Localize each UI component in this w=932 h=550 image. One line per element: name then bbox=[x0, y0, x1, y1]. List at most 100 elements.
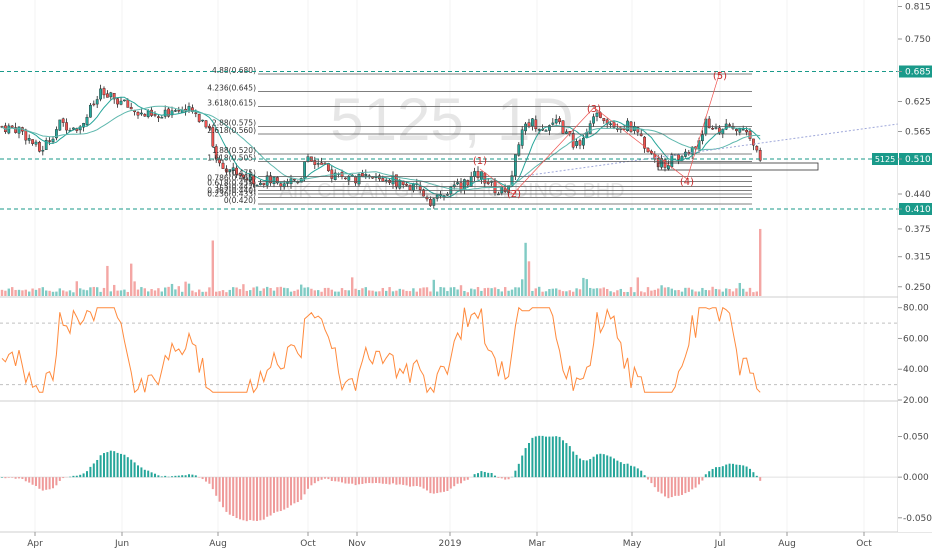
candle-body bbox=[167, 108, 170, 117]
candle-body bbox=[92, 103, 96, 106]
macd-histogram-bar bbox=[575, 454, 578, 478]
macd-histogram-bar bbox=[568, 446, 571, 478]
macd-histogram-bar bbox=[4, 477, 7, 479]
fib-level-label: 1(0.475) bbox=[224, 169, 256, 178]
volume-bar bbox=[75, 281, 78, 296]
candle-body bbox=[551, 122, 555, 125]
macd-histogram-bar bbox=[239, 477, 241, 520]
price-axis-bg bbox=[898, 0, 932, 532]
price-axis[interactable]: 0.815 0.750 0.685 0.625 0.565 0.510 0.440 0.410… bbox=[872, 0, 932, 532]
macd-histogram-bar bbox=[262, 477, 265, 520]
time-tick-label: 2019 bbox=[439, 539, 462, 549]
macd-histogram-bar bbox=[742, 465, 745, 478]
macd-histogram-bar bbox=[82, 473, 85, 478]
volume-bar bbox=[58, 288, 61, 296]
candle-body bbox=[639, 133, 643, 136]
macd-histogram-bar bbox=[375, 477, 377, 483]
macd-histogram-bar bbox=[177, 475, 180, 478]
volume-bar bbox=[51, 291, 55, 296]
macd-histogram-bar bbox=[184, 475, 187, 478]
macd-histogram-bar bbox=[446, 477, 449, 491]
volume-bar bbox=[629, 287, 633, 296]
macd-histogram-bar bbox=[504, 477, 507, 480]
volume-bar bbox=[619, 288, 622, 296]
volume-bar bbox=[558, 289, 561, 296]
time-tick-label: Aug bbox=[209, 539, 227, 549]
volume-bar bbox=[313, 290, 316, 296]
volume-bar bbox=[456, 289, 459, 296]
volume-bar bbox=[725, 288, 728, 296]
wave-label: (1) bbox=[473, 156, 487, 167]
volume-bar bbox=[606, 289, 609, 296]
volume-bar bbox=[521, 279, 524, 296]
wave-path[interactable] bbox=[479, 71, 721, 195]
volume-bar bbox=[187, 283, 191, 296]
candle-body bbox=[595, 112, 599, 117]
volume-bar bbox=[344, 290, 347, 296]
volume-bar bbox=[221, 290, 225, 296]
watermark-symbol: 5125, 1D bbox=[330, 86, 574, 153]
fib-level-label: 0.382(0.440) bbox=[207, 186, 256, 195]
macd-histogram-bar bbox=[551, 436, 554, 478]
macd-histogram-bar bbox=[677, 477, 680, 496]
macd-histogram-bar bbox=[619, 462, 622, 478]
candle-body bbox=[446, 194, 449, 196]
candle-body bbox=[112, 93, 116, 100]
macd-histogram-bar bbox=[164, 475, 167, 478]
macd-histogram-bar bbox=[194, 475, 197, 478]
macd-histogram-bar bbox=[650, 477, 653, 484]
macd-histogram-bar bbox=[1, 477, 3, 478]
volume-bar bbox=[320, 291, 323, 296]
volume-bar bbox=[113, 284, 116, 296]
volume-bar bbox=[136, 289, 140, 296]
volume-bar bbox=[191, 290, 194, 296]
macd-histogram-bar bbox=[691, 477, 694, 490]
candle-body bbox=[592, 116, 596, 124]
macd-histogram-bar bbox=[541, 435, 544, 478]
macd-histogram-bar bbox=[725, 464, 728, 478]
macd-histogram-bar bbox=[96, 459, 99, 478]
macd-histogram-bar bbox=[616, 460, 619, 478]
support-box[interactable] bbox=[657, 162, 819, 171]
volume-bar bbox=[249, 290, 252, 296]
macd-histogram-bar bbox=[171, 476, 173, 478]
candle-body bbox=[95, 99, 99, 105]
fib-level-label: 2.88(0.575) bbox=[212, 119, 256, 128]
volume-bar bbox=[538, 286, 541, 296]
macd-histogram-bar bbox=[21, 477, 24, 479]
macd-histogram-bar bbox=[415, 477, 418, 486]
time-axis[interactable]: Apr Jun Aug Oct Nov 2019 Mar May Jul Aug Oct bbox=[27, 532, 872, 549]
macd-histogram-bar bbox=[392, 477, 394, 484]
macd-histogram-bar bbox=[293, 477, 296, 504]
volume-bar bbox=[585, 279, 588, 296]
volume-bar bbox=[102, 287, 106, 296]
volume-bar bbox=[272, 290, 276, 296]
candle-body bbox=[51, 138, 55, 143]
candle-body bbox=[7, 125, 11, 134]
volume-bar bbox=[184, 281, 187, 296]
macd-histogram-bar bbox=[28, 477, 31, 483]
candle-body bbox=[119, 100, 123, 105]
macd-histogram-bar bbox=[351, 477, 354, 484]
macd-histogram-bar bbox=[755, 475, 758, 478]
volume-bar bbox=[238, 289, 242, 296]
volume-bar bbox=[252, 287, 255, 296]
macd-histogram-bar bbox=[500, 477, 503, 479]
candle-body bbox=[231, 167, 235, 171]
volume-bar bbox=[279, 286, 282, 296]
volume-bar bbox=[541, 291, 544, 296]
macd-histogram-bar bbox=[337, 477, 340, 482]
candle-body bbox=[582, 137, 585, 146]
candle-body bbox=[197, 113, 201, 122]
macd-histogram-bar bbox=[109, 450, 112, 478]
volume-bar bbox=[337, 291, 340, 296]
volume-bar bbox=[140, 287, 143, 296]
volume-bar bbox=[96, 287, 99, 296]
candle-body bbox=[554, 119, 558, 124]
volume-bar bbox=[609, 291, 612, 296]
volume-bar bbox=[147, 291, 150, 296]
candle-body bbox=[88, 104, 92, 118]
candle-body bbox=[204, 120, 208, 128]
volume-bar bbox=[708, 290, 711, 296]
